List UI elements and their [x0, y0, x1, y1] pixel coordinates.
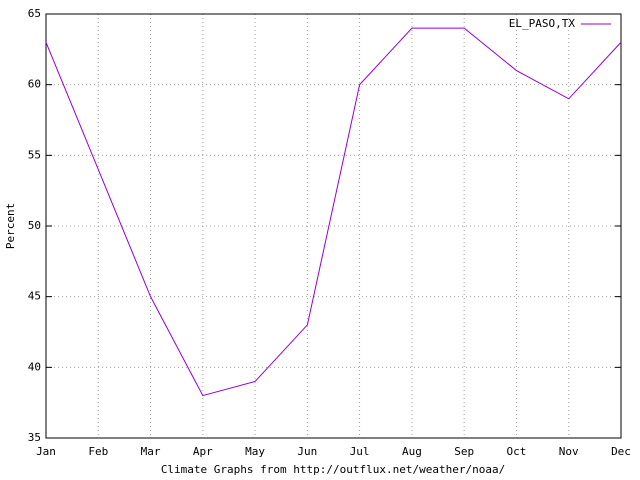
y-tick-label: 65 — [28, 7, 41, 20]
y-tick-label: 55 — [28, 148, 41, 161]
x-tick-label: May — [245, 445, 265, 458]
x-tick-label: Jan — [36, 445, 56, 458]
x-tick-label: Jun — [297, 445, 317, 458]
data-line — [45, 27, 622, 397]
y-tick-label: 50 — [28, 219, 41, 232]
x-tick-label: Aug — [402, 445, 422, 458]
plot-border — [45, 13, 622, 439]
x-axis-label: Climate Graphs from http://outflux.net/w… — [161, 463, 505, 476]
y-axis-label: Percent — [4, 203, 17, 249]
y-tick-label: 40 — [28, 360, 41, 373]
x-tick-label: Mar — [141, 445, 161, 458]
x-tick-label: Oct — [507, 445, 527, 458]
x-tick-label: Sep — [454, 445, 474, 458]
x-tick-label: Feb — [88, 445, 108, 458]
y-tick-label: 35 — [28, 431, 41, 444]
y-tick-label: 45 — [28, 290, 41, 303]
y-tick-label: 60 — [28, 78, 41, 91]
x-tick-label: Jul — [350, 445, 370, 458]
x-tick-label: Apr — [193, 445, 213, 458]
x-tick-label: Nov — [559, 445, 579, 458]
x-tick-label: Dec — [611, 445, 631, 458]
legend-label: EL_PASO,TX — [509, 17, 576, 30]
